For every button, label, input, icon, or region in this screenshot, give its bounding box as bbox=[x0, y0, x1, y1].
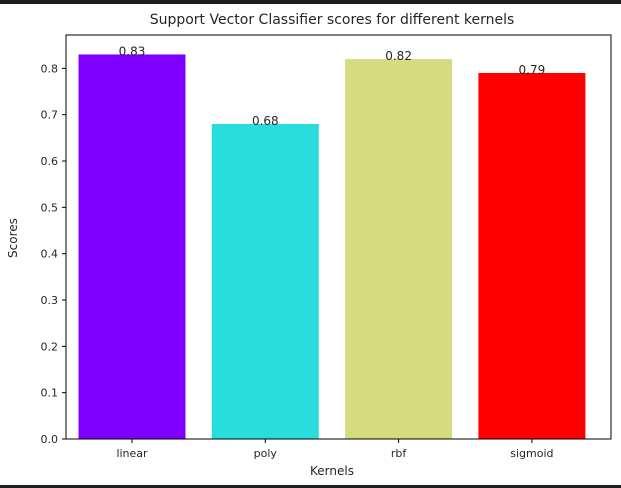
y-tick-label: 0.3 bbox=[41, 294, 59, 307]
bar-linear bbox=[78, 54, 186, 440]
top-border bbox=[0, 0, 621, 4]
y-tick-label: 0.7 bbox=[41, 109, 59, 122]
y-tick-label: 0.6 bbox=[41, 155, 59, 168]
x-tick-label: linear bbox=[116, 447, 148, 460]
y-tick-label: 0.1 bbox=[41, 387, 59, 400]
y-tick-label: 0.5 bbox=[41, 201, 59, 214]
x-tick-label: sigmoid bbox=[510, 447, 553, 460]
chart-title: Support Vector Classifier scores for dif… bbox=[150, 12, 515, 28]
y-axis-label: Scores bbox=[6, 218, 20, 258]
x-tick-label: rbf bbox=[391, 447, 408, 460]
value-label: 0.83 bbox=[119, 44, 146, 58]
y-tick-label: 0.2 bbox=[41, 340, 59, 353]
bar-rbf bbox=[345, 59, 453, 440]
value-label: 0.79 bbox=[519, 63, 546, 77]
bar-poly bbox=[211, 123, 319, 439]
bottom-border bbox=[0, 485, 621, 488]
y-tick-label: 0.0 bbox=[41, 433, 59, 446]
y-tick-label: 0.8 bbox=[41, 62, 59, 75]
bars bbox=[78, 54, 586, 440]
axis-ticks: 0.0 0.1 0.2 0.3 0.4 0.5 0.6 0.7 0.8 linear poly rbf… bbox=[41, 62, 554, 460]
x-axis-label: Kernels bbox=[310, 464, 354, 478]
x-tick-label: poly bbox=[254, 447, 278, 460]
y-tick-label: 0.4 bbox=[41, 248, 59, 261]
plot-area-frame bbox=[65, 34, 612, 440]
value-label: 0.82 bbox=[385, 49, 412, 63]
value-labels: 0.83 0.68 0.82 0.79 bbox=[119, 44, 546, 127]
bar-sigmoid bbox=[478, 72, 586, 440]
value-label: 0.68 bbox=[252, 114, 279, 128]
